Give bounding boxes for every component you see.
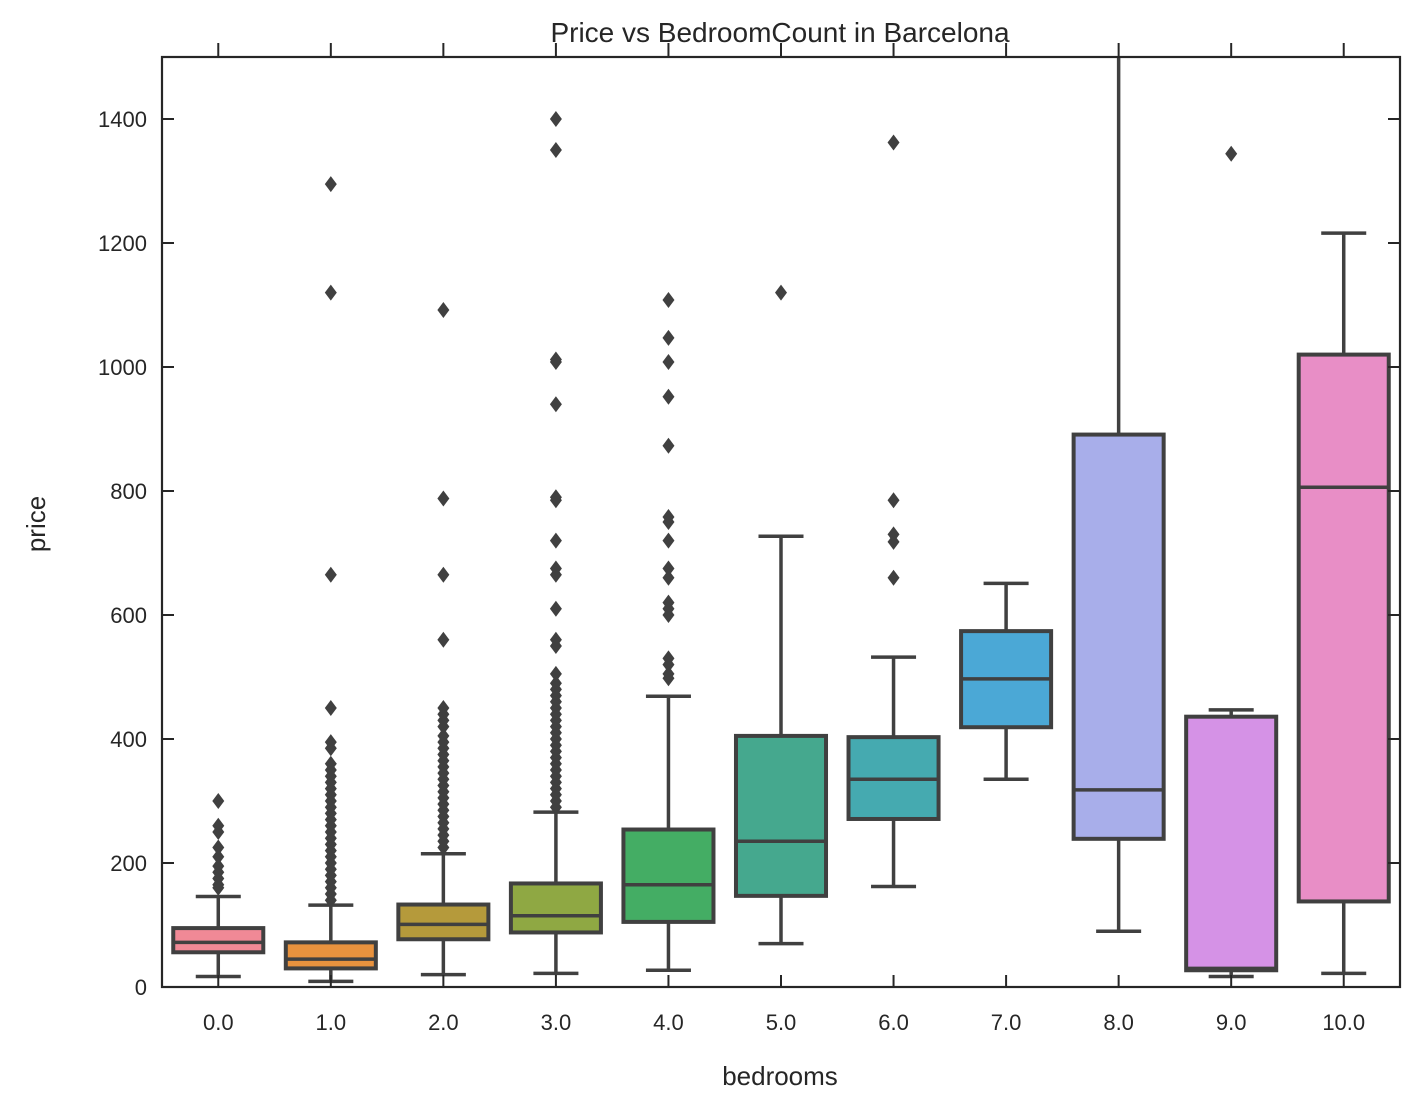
outlier-point xyxy=(662,354,675,371)
outlier-point xyxy=(549,675,562,692)
outlier-point xyxy=(324,755,337,772)
outlier-point xyxy=(662,665,675,682)
iqr-box xyxy=(1296,352,1391,904)
outlier-point xyxy=(212,848,225,865)
box-group-5.0 xyxy=(733,284,829,946)
outlier-point xyxy=(662,329,675,346)
x-tick-label: 2.0 xyxy=(428,1010,459,1035)
outlier-point xyxy=(662,650,675,667)
outlier-point xyxy=(549,631,562,648)
outlier-point xyxy=(437,631,450,648)
y-tick-label: 400 xyxy=(110,727,147,752)
outlier-point xyxy=(549,351,562,368)
outlier-point xyxy=(437,727,450,744)
outlier-point xyxy=(662,509,675,526)
outlier-point xyxy=(887,526,900,543)
x-tick-label: 1.0 xyxy=(316,1010,347,1035)
x-axis-label: bedrooms xyxy=(722,1061,838,1091)
outlier-point xyxy=(549,665,562,682)
plot-marks xyxy=(171,57,1391,984)
axes: 0 200 400 600 800 1000 1200 1400 0.0 1.0 2.0 3.0 4.0… xyxy=(98,43,1400,1035)
outlier-point xyxy=(549,489,562,506)
outlier-point xyxy=(662,532,675,549)
outlier-point xyxy=(775,284,787,301)
outlier-point xyxy=(887,134,900,151)
iqr-box xyxy=(733,733,829,898)
outlier-point xyxy=(549,396,562,413)
outlier-point xyxy=(662,292,675,309)
iqr-box xyxy=(283,940,378,971)
x-tick-label: 9.0 xyxy=(1216,1010,1247,1035)
outlier-point xyxy=(324,176,337,193)
box-group-4.0 xyxy=(621,292,716,973)
outlier-point xyxy=(887,492,900,509)
outlier-point xyxy=(549,142,562,158)
x-tick-label: 8.0 xyxy=(1103,1010,1134,1035)
box-group-0.0 xyxy=(171,793,266,979)
outlier-point xyxy=(324,566,337,583)
y-tick-label: 1400 xyxy=(98,107,147,132)
y-axis-label: price xyxy=(21,496,51,552)
outlier-point xyxy=(549,532,562,549)
outlier-point xyxy=(662,594,675,611)
outlier-point xyxy=(437,301,450,318)
outlier-point xyxy=(212,839,225,856)
x-tick-label: 0.0 xyxy=(203,1010,234,1035)
box-group-2.0 xyxy=(396,301,491,977)
outlier-point xyxy=(887,569,900,586)
y-tick-label: 1200 xyxy=(98,231,147,256)
outlier-point xyxy=(662,437,675,454)
iqr-box xyxy=(508,881,603,935)
box-group-6.0 xyxy=(846,134,941,889)
outlier-point xyxy=(1225,145,1238,162)
outlier-point xyxy=(662,569,675,586)
outlier-point xyxy=(212,858,225,875)
y-tick-label: 800 xyxy=(110,479,147,504)
x-tick-label: 10.0 xyxy=(1322,1010,1365,1035)
x-tick-label: 5.0 xyxy=(766,1010,797,1035)
outlier-point xyxy=(662,560,675,577)
outlier-point xyxy=(549,600,562,617)
x-tick-label: 7.0 xyxy=(991,1010,1022,1035)
box-group-1.0 xyxy=(283,176,378,984)
outlier-point xyxy=(324,700,337,716)
iqr-box xyxy=(621,827,716,924)
outlier-point xyxy=(212,793,225,809)
y-tick-label: 200 xyxy=(110,851,147,876)
outlier-point xyxy=(324,284,337,301)
outlier-point xyxy=(324,734,337,751)
y-tick-label: 1000 xyxy=(98,355,147,380)
y-tick-label: 600 xyxy=(110,603,147,628)
x-tick-label: 4.0 xyxy=(653,1010,684,1035)
box-group-9.0 xyxy=(1184,145,1279,979)
box-group-3.0 xyxy=(508,111,603,976)
outlier-point xyxy=(549,111,562,127)
outlier-point xyxy=(437,490,450,507)
iqr-box xyxy=(396,902,491,942)
outlier-point xyxy=(212,817,225,834)
outlier-point xyxy=(662,388,675,405)
y-tick-label: 0 xyxy=(135,975,147,1000)
outlier-point xyxy=(549,560,562,577)
x-tick-label: 6.0 xyxy=(878,1010,909,1035)
iqr-box xyxy=(1071,432,1166,841)
box-group-8.0 xyxy=(1071,57,1166,933)
x-tick-label: 3.0 xyxy=(541,1010,572,1035)
outlier-point xyxy=(437,566,450,583)
iqr-box xyxy=(1184,714,1279,973)
outlier-point xyxy=(437,700,450,716)
iqr-box xyxy=(171,926,266,955)
chart-title: Price vs BedroomCount in Barcelona xyxy=(550,17,1010,48)
box-group-7.0 xyxy=(959,581,1054,782)
box-group-10.0 xyxy=(1296,231,1391,976)
